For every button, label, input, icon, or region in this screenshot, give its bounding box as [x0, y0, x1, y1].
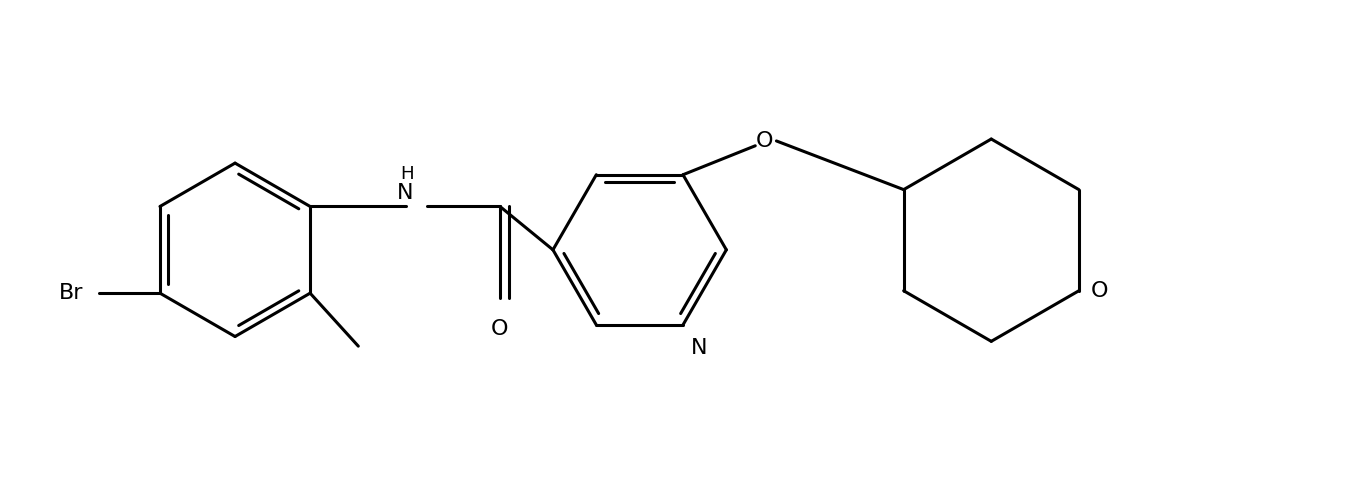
Text: O: O — [492, 319, 508, 339]
Text: Br: Br — [59, 283, 83, 303]
Text: N: N — [691, 339, 708, 358]
Text: N: N — [398, 183, 414, 202]
Text: H: H — [400, 165, 414, 183]
Text: O: O — [1090, 281, 1108, 301]
Text: O: O — [757, 131, 773, 151]
